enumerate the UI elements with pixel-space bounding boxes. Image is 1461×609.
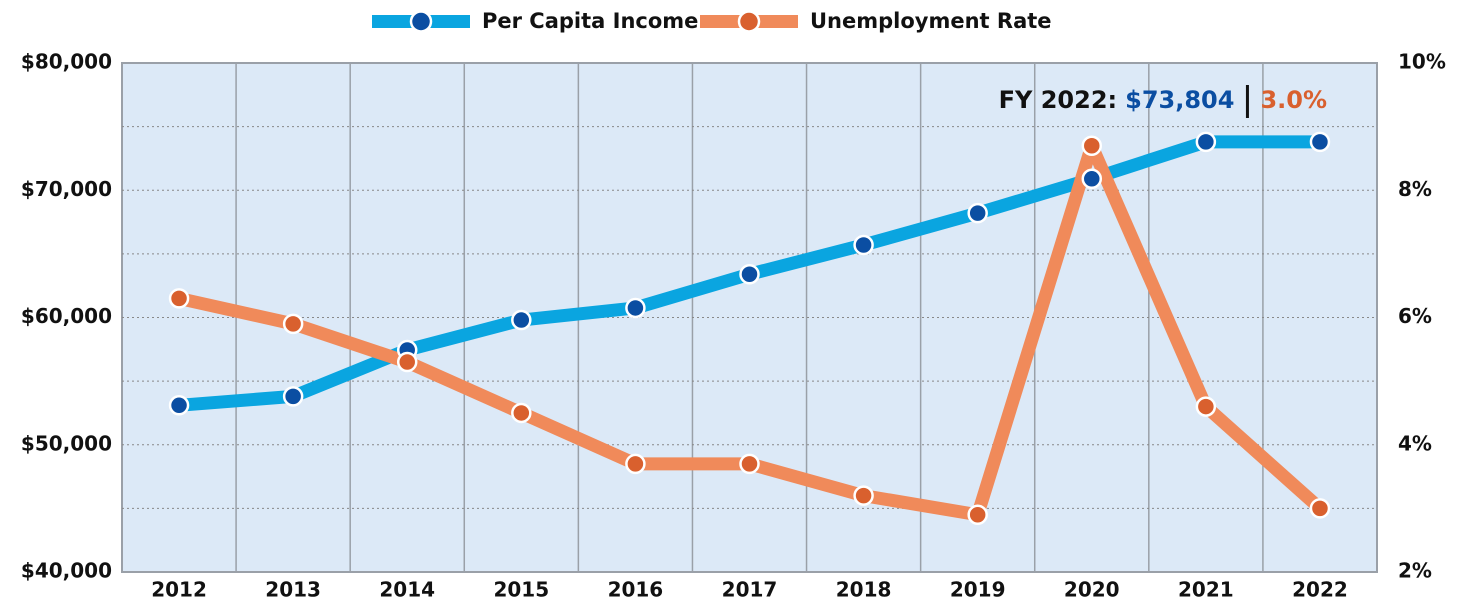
y2-tick-label: 2% [1398, 559, 1432, 583]
data-point [282, 386, 304, 407]
data-point [625, 297, 646, 319]
y2-tick-label: 8% [1398, 177, 1432, 201]
legend-label: Unemployment Rate [810, 9, 1052, 33]
x-tick-label: 2012 [151, 578, 207, 602]
data-point [1309, 131, 1331, 153]
y2-tick-label: 6% [1398, 304, 1432, 328]
annotation-part: $73,804 [1125, 86, 1234, 114]
data-point [168, 395, 190, 416]
x-tick-label: 2015 [493, 578, 549, 602]
x-tick-label: 2018 [836, 578, 892, 602]
data-point [739, 453, 760, 475]
data-point [511, 402, 532, 424]
data-point [1195, 396, 1217, 417]
data-point [1309, 498, 1331, 519]
data-point [168, 288, 190, 309]
y-tick-label: $60,000 [21, 304, 112, 328]
annotation-part: FY 2022: [999, 86, 1118, 114]
y-tick-label: $70,000 [21, 177, 112, 201]
annotation: FY 2022: $73,804 3.0% [999, 86, 1327, 114]
data-point [396, 351, 418, 373]
data-point [282, 313, 304, 335]
data-point [967, 504, 988, 525]
y2-tick-label: 10% [1398, 50, 1446, 74]
data-point [625, 453, 646, 475]
x-tick-label: 2016 [608, 578, 664, 602]
data-point [1081, 135, 1103, 156]
y-tick-label: $40,000 [21, 559, 112, 583]
legend: Per Capita Income Unemployment Rate [372, 9, 1052, 33]
x-tick-label: 2020 [1064, 578, 1120, 602]
data-point [967, 202, 988, 224]
y-tick-label: $50,000 [21, 431, 112, 455]
x-tick-label: 2021 [1178, 578, 1234, 602]
x-tick-label: 2017 [722, 578, 778, 602]
data-point [511, 309, 532, 331]
annotation-part: 3.0% [1260, 86, 1327, 114]
data-point [1081, 168, 1103, 190]
y2-tick-label: 4% [1398, 431, 1432, 455]
x-tick-label: 2022 [1292, 578, 1348, 602]
data-point [853, 234, 874, 256]
legend-label: Per Capita Income [482, 9, 698, 33]
legend-marker [409, 10, 433, 33]
x-tick-label: 2014 [379, 578, 435, 602]
data-point [853, 485, 874, 506]
y-tick-label: $80,000 [21, 50, 112, 74]
data-point [739, 263, 760, 285]
x-tick-label: 2019 [950, 578, 1006, 602]
x-tick-label: 2013 [265, 578, 321, 602]
legend-marker [737, 10, 761, 33]
data-point [1195, 131, 1217, 153]
